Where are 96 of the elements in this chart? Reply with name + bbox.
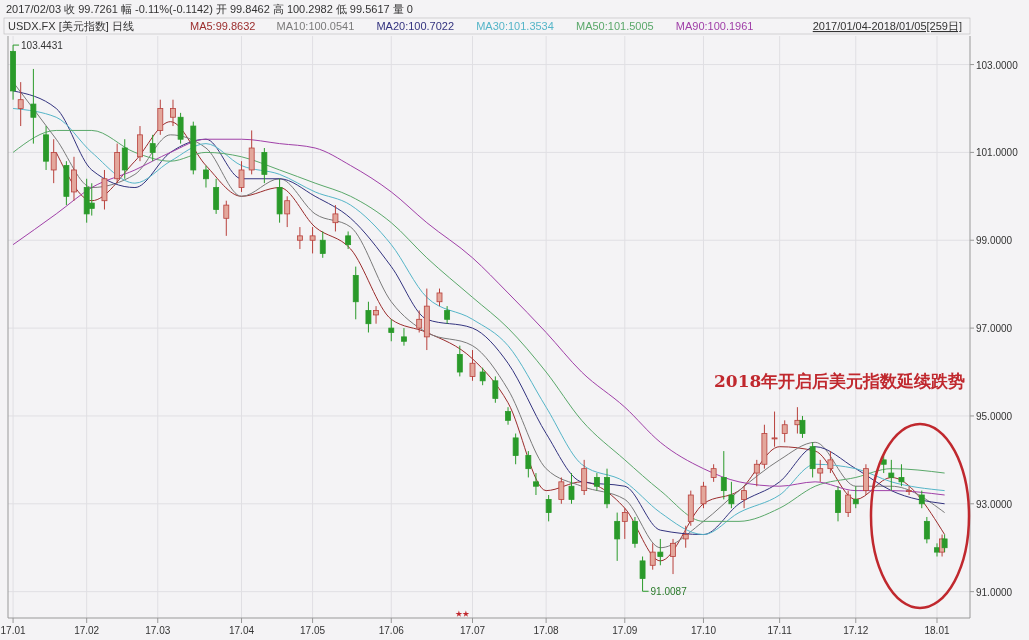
y-tick-label: 97.0000 <box>976 323 1013 335</box>
text: MA5:99.8632 <box>190 20 256 32</box>
candlestick <box>545 494 552 522</box>
candlestick <box>852 485 859 509</box>
candlestick <box>170 99 176 127</box>
candlestick <box>101 169 108 210</box>
candlestick <box>809 441 816 478</box>
candlestick <box>203 165 209 189</box>
candlestick <box>388 318 395 342</box>
text: MA20:100.7022 <box>376 20 455 32</box>
candlestick <box>741 485 747 509</box>
x-tick-label: 17.04 <box>229 625 255 636</box>
candlestick <box>297 226 303 250</box>
annotation: 91.0087 <box>650 586 688 598</box>
candlestick <box>149 134 156 162</box>
candlestick <box>309 226 316 254</box>
x-tick-label: 17.01 <box>0 625 27 636</box>
candlestick <box>581 459 588 496</box>
candlestick <box>492 375 499 404</box>
candlestick <box>934 542 940 558</box>
candlestick <box>799 415 806 439</box>
candlestick <box>401 327 407 347</box>
candlestick <box>888 459 895 492</box>
candlestick <box>728 481 735 509</box>
candlestick <box>512 433 519 465</box>
candlestick <box>657 538 664 566</box>
chart-title: 2017/02/03 收 99.7261 幅 -0.11%(-0.1142) 开 99.8462 高 100.2982 低 99.5617 量 0 <box>6 3 413 15</box>
candlestick <box>568 472 575 505</box>
candlestick <box>238 160 245 193</box>
candlestick <box>700 481 707 509</box>
text: MA10:100.0541 <box>276 20 355 32</box>
candlestick <box>319 230 326 259</box>
candlestick <box>906 485 912 496</box>
candlestick <box>558 476 565 505</box>
candlestick <box>284 195 291 228</box>
candlestick <box>213 178 220 215</box>
candlestick <box>649 542 656 571</box>
x-tick-label: 17.12 <box>843 625 869 636</box>
candlestick <box>332 204 339 232</box>
candlestick <box>248 129 255 175</box>
candlestick <box>261 147 268 184</box>
candlestick <box>137 125 143 162</box>
candlestick <box>456 345 463 377</box>
candlestick <box>177 112 184 145</box>
candlestick <box>827 450 834 474</box>
y-tick-label: 103.0000 <box>976 59 1019 71</box>
candlestick <box>817 459 824 483</box>
text: MA30:101.3534 <box>476 20 554 32</box>
candlestick <box>632 516 638 549</box>
candlestick <box>898 463 905 487</box>
candlestick <box>469 349 476 382</box>
candlestick <box>771 411 778 448</box>
x-tick-label: 17.06 <box>378 625 405 636</box>
candlestick <box>621 507 628 540</box>
x-tick-label: 17.02 <box>74 625 100 636</box>
y-tick-label: 95.0000 <box>976 410 1013 422</box>
candlestick <box>88 182 95 217</box>
y-tick-label: 101.0000 <box>976 147 1019 159</box>
candlestick <box>17 81 24 127</box>
candlestick <box>223 200 230 237</box>
annotation: 103.4431 <box>21 40 64 52</box>
candlestick <box>50 138 57 184</box>
candlestick <box>157 99 164 136</box>
x-tick-label: 17.11 <box>767 625 793 636</box>
y-tick-label: 99.0000 <box>976 235 1013 247</box>
y-tick-label: 93.0000 <box>976 498 1013 510</box>
candlestick <box>670 538 676 575</box>
candlestick <box>365 301 372 333</box>
x-tick-label: 18.01 <box>924 625 950 636</box>
candlestick <box>682 525 689 549</box>
candlestick <box>533 472 539 496</box>
candlestick <box>923 516 930 544</box>
x-tick-label: 17.05 <box>300 625 326 636</box>
candlestick <box>373 305 379 325</box>
candlestick <box>614 512 621 562</box>
x-tick-label: 17.09 <box>612 625 638 636</box>
x-tick-label: 17.08 <box>533 625 560 636</box>
chart-subtitle: USDX.FX [美元指数] 日线 <box>8 20 134 32</box>
candlestick <box>416 310 423 333</box>
x-tick-label: 17.07 <box>459 625 486 636</box>
text: 2017/01/04-2018/01/05[259日] <box>812 20 962 32</box>
candlestick <box>781 419 788 443</box>
candlestick <box>121 138 128 180</box>
x-tick-label: 17.03 <box>145 625 171 636</box>
candlestick <box>845 490 852 518</box>
annotation: 2018年开启后美元指数延续跌势 <box>714 371 966 391</box>
candlestick <box>71 156 77 202</box>
text: MA90:100.1961 <box>675 20 754 32</box>
candlestick <box>863 463 869 496</box>
text: MA50:101.5005 <box>576 20 654 32</box>
x-tick-label: 17.10 <box>690 625 717 636</box>
candlestick <box>720 450 727 500</box>
candlestick <box>30 68 37 145</box>
candlestick <box>525 450 532 478</box>
candlestick <box>835 485 841 522</box>
y-tick-label: 91.0000 <box>976 586 1013 598</box>
